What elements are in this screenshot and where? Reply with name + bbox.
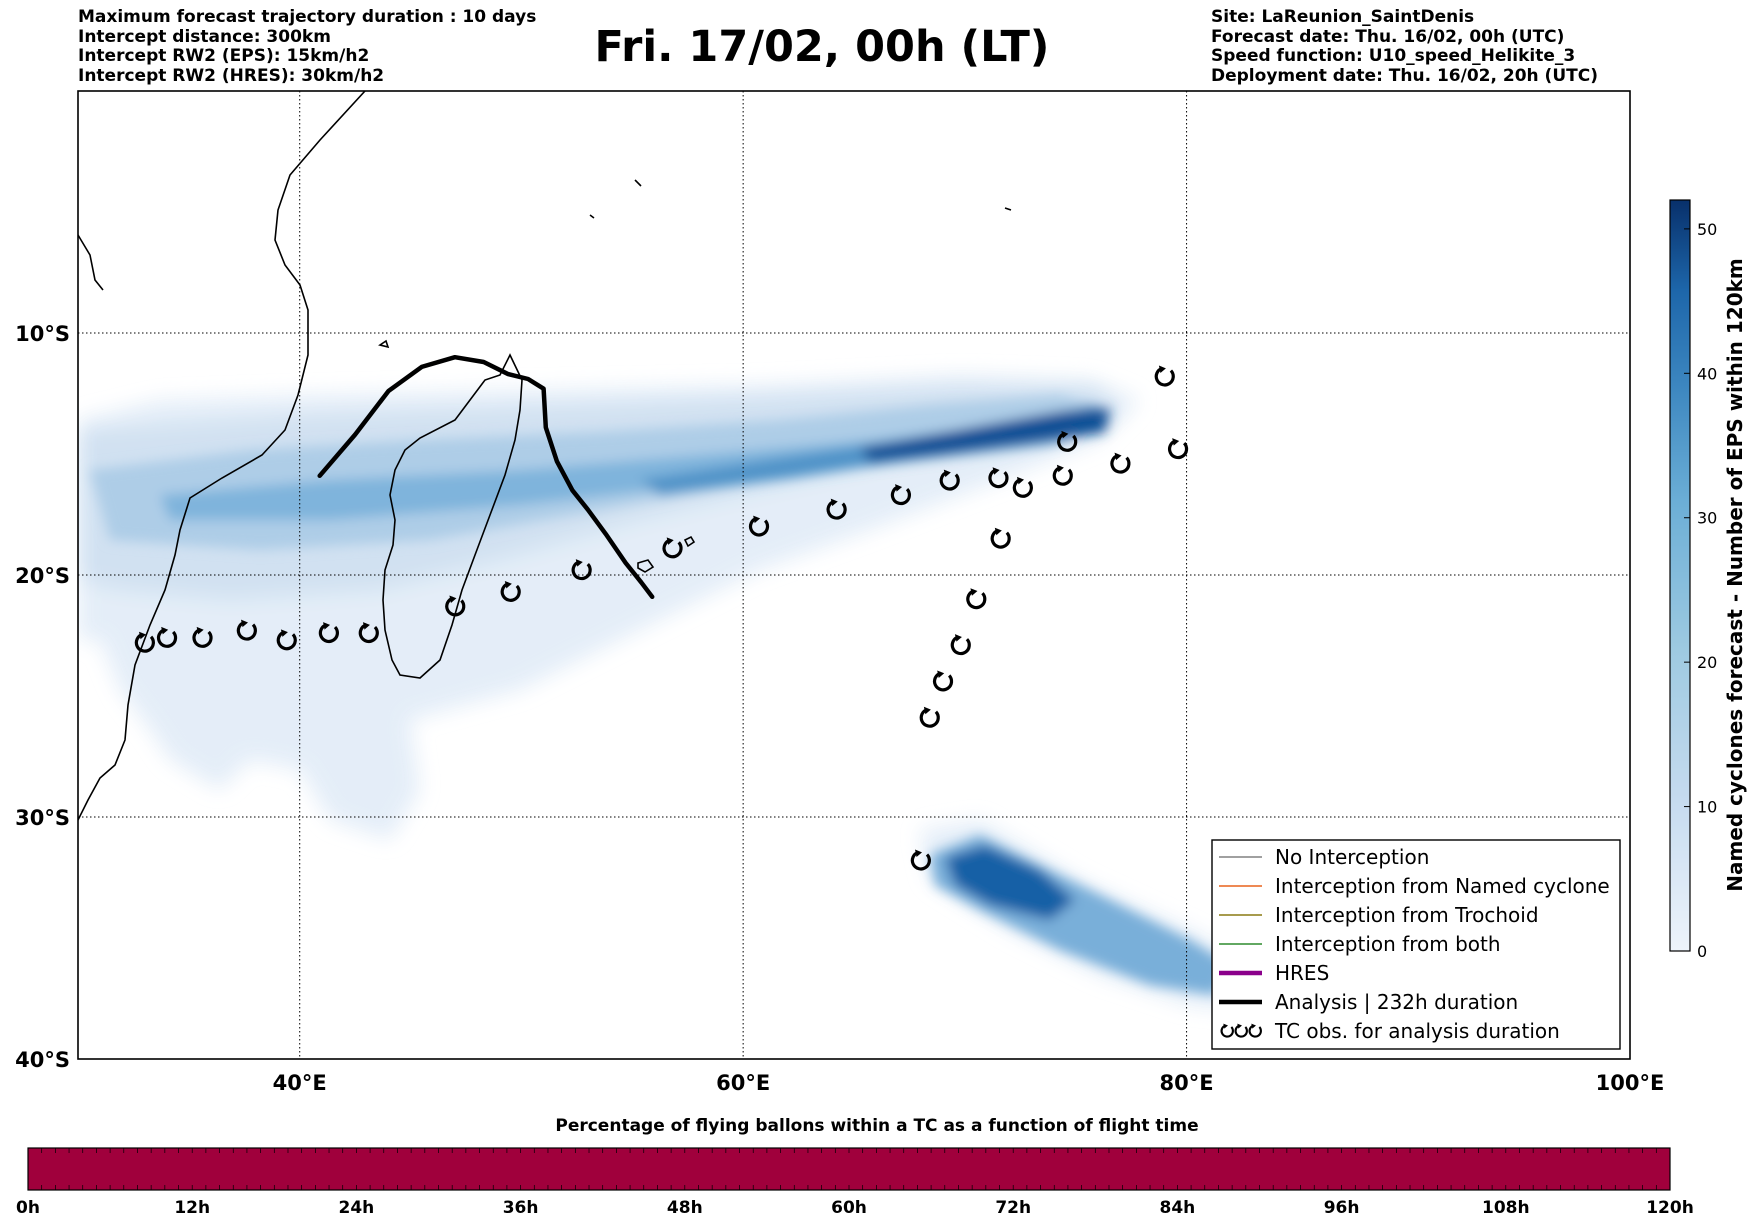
legend-item: Interception from both — [1219, 932, 1501, 956]
colorbar-ticks: 0 10 20 30 40 50 — [1684, 220, 1717, 961]
intercept-distance-text: Intercept distance: 300km — [78, 26, 331, 47]
africa-coast — [78, 91, 366, 821]
legend-item: HRES — [1219, 961, 1329, 985]
time-tick-label: 48h — [667, 1198, 703, 1218]
longitude-tick-labels: 40°E 60°E 80°E 100°E — [273, 1071, 1665, 1095]
time-tick-label: 96h — [1324, 1198, 1360, 1218]
deployment-date-text: Deployment date: Thu. 16/02, 20h (UTC) — [1211, 65, 1598, 86]
time-tick-label: 60h — [831, 1198, 867, 1218]
header-right-info: Site: LaReunion_SaintDenis Forecast date… — [1211, 7, 1598, 86]
legend-items: No Interception Interception from Named c… — [1219, 845, 1610, 1043]
coastlines — [78, 91, 1012, 821]
africa-coast-north — [78, 234, 104, 291]
lon-tick-label: 60°E — [716, 1071, 770, 1095]
header-left-info: Maximum forecast trajectory duration : 1… — [78, 7, 537, 86]
legend-label: HRES — [1275, 961, 1329, 985]
time-tick-label: 36h — [503, 1198, 539, 1218]
legend-item: No Interception — [1219, 845, 1429, 869]
legend-label: No Interception — [1275, 845, 1429, 869]
time-tick-label: 12h — [174, 1198, 210, 1218]
density-tail-core — [945, 845, 1075, 920]
comoros-small — [378, 339, 390, 349]
colorbar-tick-label: 0 — [1697, 942, 1707, 961]
time-tick-label: 120h — [1646, 1198, 1694, 1218]
forecast-date-text: Forecast date: Thu. 16/02, 00h (UTC) — [1211, 26, 1565, 47]
colorbar-tick-label: 30 — [1697, 509, 1717, 528]
colorbar-tick-label: 40 — [1697, 364, 1717, 383]
lon-tick-label: 40°E — [273, 1071, 327, 1095]
time-tick-label: 24h — [339, 1198, 375, 1218]
mauritius — [683, 535, 696, 548]
lat-tick-label: 10°S — [15, 322, 70, 346]
madagascar — [382, 353, 523, 679]
time-bar: 0h 12h 24h 36h 48h 60h 72h 84h 96h 108h 120h — [16, 1147, 1694, 1218]
legend-item: Interception from Trochoid — [1219, 903, 1539, 927]
map-plot-area — [78, 91, 1250, 1010]
legend-label: Interception from Named cyclone — [1275, 874, 1610, 898]
time-bar-title: Percentage of flying ballons within a TC… — [555, 1116, 1199, 1136]
lon-tick-label: 100°E — [1596, 1071, 1665, 1095]
legend-item: Interception from Named cyclone — [1219, 874, 1610, 898]
colorbar-label: Named cyclones forecast - Number of EPS … — [1723, 258, 1747, 892]
map-frame — [77, 90, 1631, 1060]
density-layer-core — [860, 408, 1110, 462]
lat-tick-label: 20°S — [15, 564, 70, 588]
legend-box — [1211, 839, 1621, 1050]
time-bar-minor-ticks — [41, 1148, 1657, 1190]
lon-tick-label: 80°E — [1160, 1071, 1214, 1095]
time-tick-label: 84h — [1160, 1198, 1196, 1218]
intercept-eps-text: Intercept RW2 (EPS): 15km/h2 — [78, 46, 370, 66]
time-tick-label: 0h — [16, 1198, 40, 1218]
density-layer-4 — [160, 410, 1110, 520]
reunion — [637, 559, 655, 573]
intercept-hres-text: Intercept RW2 (HRES): 30km/h2 — [78, 65, 385, 86]
time-tick-label: 108h — [1482, 1198, 1530, 1218]
eps-density-field — [78, 375, 1250, 1010]
lat-tick-label: 40°S — [15, 1048, 70, 1072]
legend-label: TC obs. for analysis duration — [1274, 1019, 1560, 1043]
site-text: Site: LaReunion_SaintDenis — [1211, 7, 1475, 27]
colorbar-tick-label: 10 — [1697, 798, 1717, 817]
gridlines — [78, 91, 1630, 1059]
seychelles — [589, 179, 1012, 219]
legend-label: Interception from Trochoid — [1275, 903, 1539, 927]
legend-item: TC obs. for analysis duration — [1220, 1019, 1560, 1043]
lat-tick-label: 30°S — [15, 806, 70, 830]
density-colorbar: 0 10 20 30 40 50 Named cyclones forecast - Nu… — [1669, 199, 1747, 961]
max-duration-text: Maximum forecast trajectory duration : 1… — [78, 7, 537, 27]
time-bar-tick-labels: 0h 12h 24h 36h 48h 60h 72h 84h 96h 108h 120h — [16, 1198, 1694, 1218]
time-tick-label: 72h — [995, 1198, 1031, 1218]
legend-label: Analysis | 232h duration — [1275, 990, 1518, 1014]
legend-label: Interception from both — [1275, 932, 1501, 956]
colorbar-gradient — [1669, 199, 1691, 952]
latitude-tick-labels: 10°S 20°S 30°S 40°S — [15, 322, 70, 1072]
map-title: Fri. 17/02, 00h (LT) — [594, 22, 1050, 72]
speed-function-text: Speed function: U10_speed_Helikite_3 — [1211, 46, 1576, 66]
legend: No Interception Interception from Named c… — [1211, 839, 1621, 1050]
analysis-track-line — [317, 354, 655, 600]
colorbar-tick-label: 50 — [1697, 220, 1717, 239]
time-bar-fill — [27, 1147, 1671, 1191]
legend-item: Analysis | 232h duration — [1219, 990, 1518, 1014]
colorbar-tick-label: 20 — [1697, 653, 1717, 672]
